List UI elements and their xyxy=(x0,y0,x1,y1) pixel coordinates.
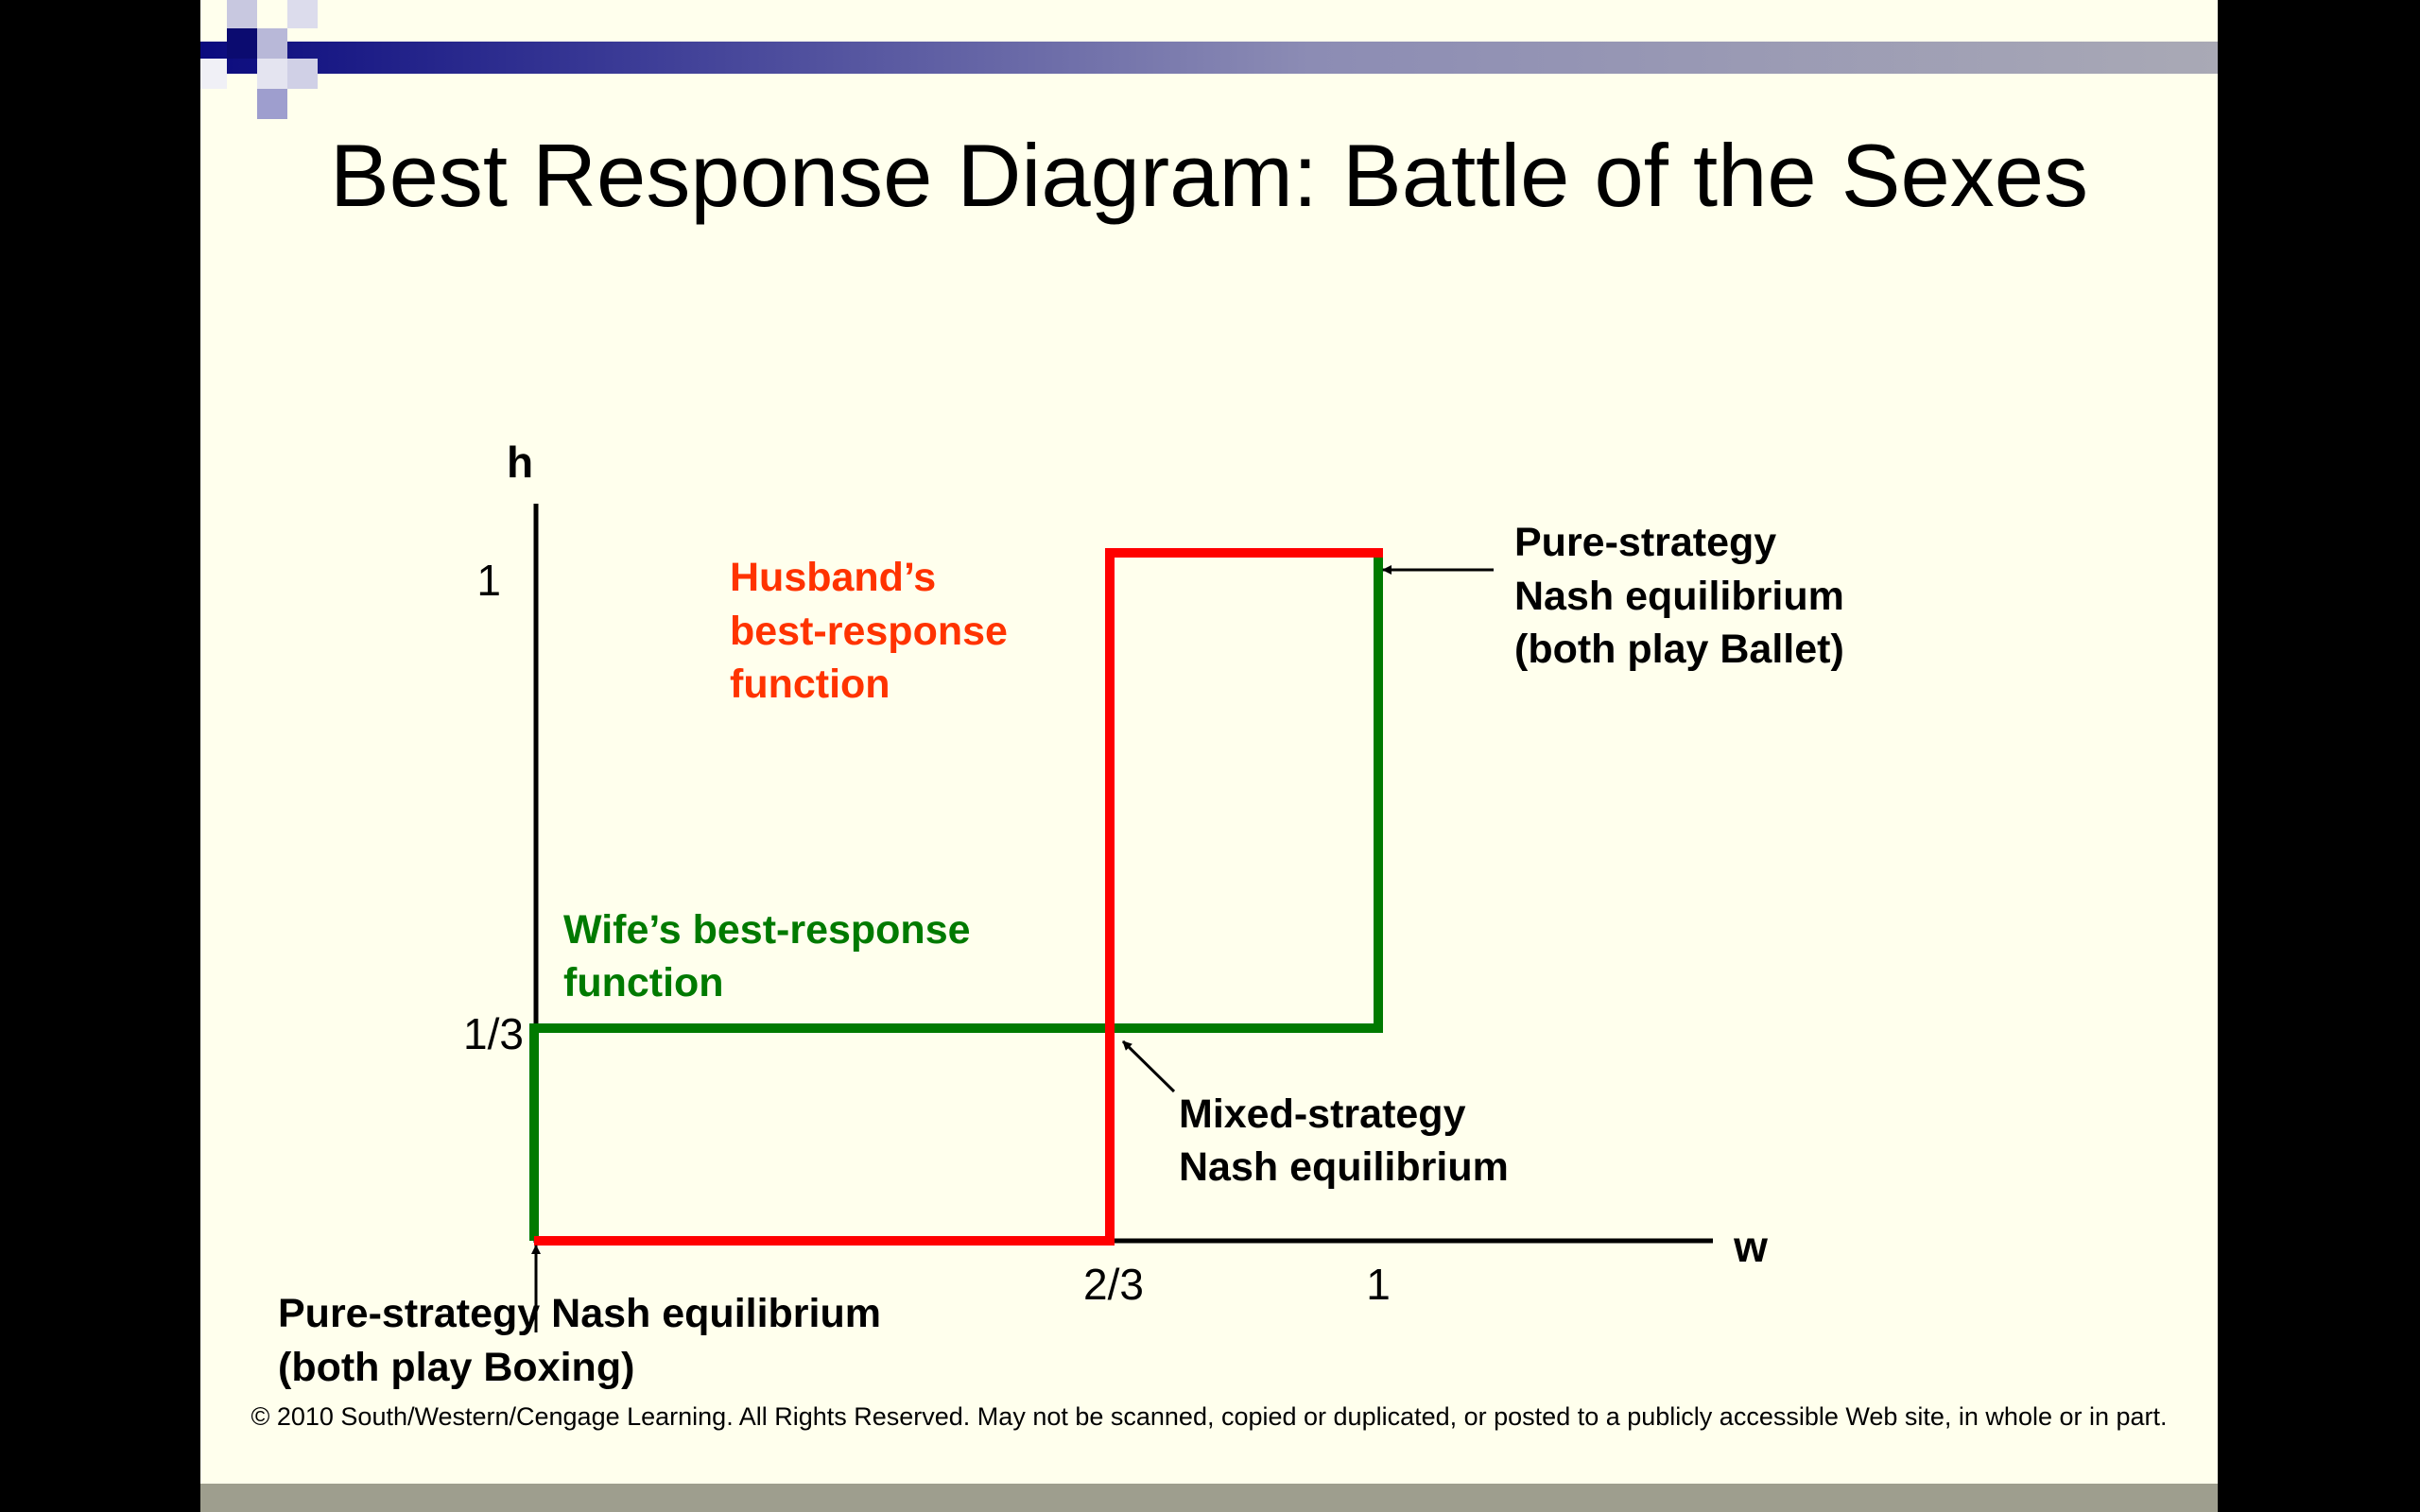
husband-label-line: function xyxy=(730,662,890,707)
x-axis-label: w xyxy=(1733,1222,1768,1271)
mixed-label: Mixed-strategy Nash equilibrium xyxy=(1179,1091,1509,1190)
x-tick-two-thirds: 2/3 xyxy=(1083,1260,1144,1309)
header-square xyxy=(257,59,287,89)
pure-boxing-label-line: (both play Boxing) xyxy=(278,1345,634,1390)
mixed-equilibrium-arrow xyxy=(1121,1040,1176,1093)
mixed-label-line: Mixed-strategy xyxy=(1179,1091,1466,1137)
wife-best-response-line xyxy=(529,553,1383,1241)
wife-label-line: function xyxy=(563,960,724,1005)
header-square xyxy=(257,28,287,59)
header-square xyxy=(200,59,227,89)
pure-boxing-label: Pure-strategy Nash equilibrium (both pla… xyxy=(278,1291,881,1390)
husband-best-response-line xyxy=(534,548,1383,1246)
mixed-label-line: Nash equilibrium xyxy=(1179,1144,1509,1190)
best-response-diagram: h w 1 1/3 2/3 1 Husband’s best-response … xyxy=(278,438,1844,1390)
x-tick-1: 1 xyxy=(1366,1260,1391,1309)
husband-label-line: best-response xyxy=(730,609,1008,654)
pure-boxing-label-line: Pure-strategy Nash equilibrium xyxy=(278,1291,881,1336)
pure-ballet-label-line: Pure-strategy xyxy=(1514,520,1776,565)
header-bar xyxy=(200,42,2218,74)
y-tick-1: 1 xyxy=(476,556,501,605)
header-square xyxy=(257,89,287,119)
husband-label-line: Husband’s xyxy=(730,555,936,600)
y-axis-label: h xyxy=(507,438,533,487)
header-square xyxy=(287,0,318,28)
slide: Best Response Diagram: Battle of the Sex… xyxy=(200,0,2218,1512)
copyright-footer: © 2010 South/Western/Cengage Learning. A… xyxy=(251,1402,2168,1431)
wife-label: Wife’s best-response function xyxy=(563,907,971,1005)
slide-title: Best Response Diagram: Battle of the Sex… xyxy=(329,126,2089,225)
header-square xyxy=(227,28,257,59)
y-tick-one-third: 1/3 xyxy=(463,1009,524,1058)
pure-ballet-label-line: Nash equilibrium xyxy=(1514,574,1844,619)
bottom-bar xyxy=(200,1484,2218,1512)
pure-ballet-label: Pure-strategy Nash equilibrium (both pla… xyxy=(1514,520,1844,672)
wife-label-line: Wife’s best-response xyxy=(563,907,971,953)
header-square xyxy=(287,59,318,89)
husband-label: Husband’s best-response function xyxy=(730,555,1008,707)
pure-ballet-label-line: (both play Ballet) xyxy=(1514,627,1844,672)
header-square xyxy=(227,0,257,28)
